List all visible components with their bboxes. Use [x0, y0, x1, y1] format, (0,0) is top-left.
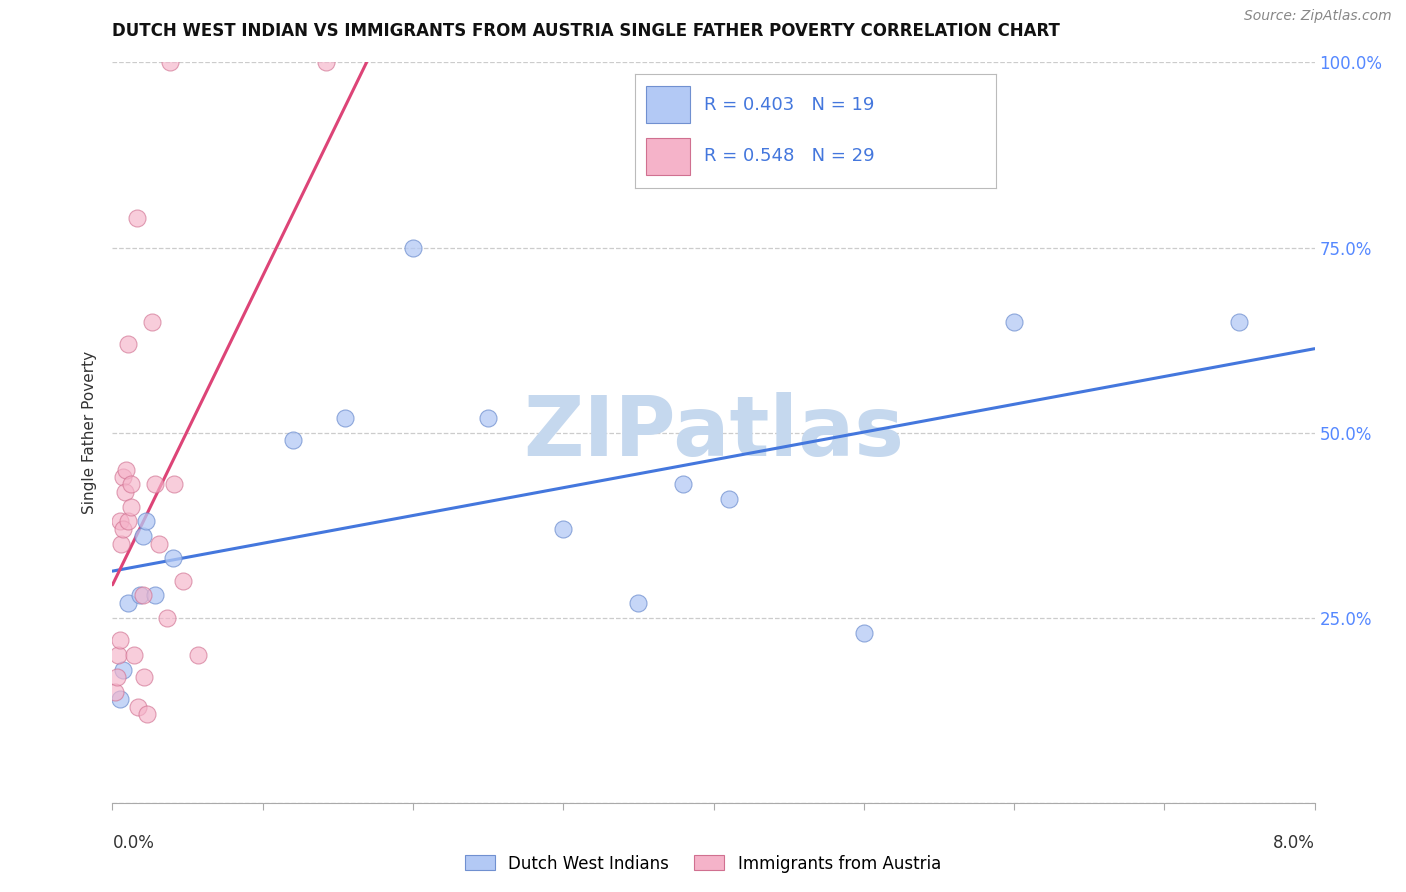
Point: [141, 315, 163, 329]
Point: [172, 574, 194, 588]
Legend: Dutch West Indians, Immigrants from Austria: Dutch West Indians, Immigrants from Aust…: [458, 848, 948, 880]
Point: [281, 433, 304, 447]
Text: ZIPatlas: ZIPatlas: [523, 392, 904, 473]
Point: [852, 625, 875, 640]
Point: [107, 648, 129, 662]
Point: [477, 410, 499, 425]
Text: 0.0%: 0.0%: [112, 834, 155, 852]
Point: [162, 551, 184, 566]
Point: [110, 537, 132, 551]
Point: [117, 336, 139, 351]
Point: [148, 537, 170, 551]
Point: [717, 492, 740, 507]
Point: [104, 685, 127, 699]
Point: [335, 410, 357, 425]
Text: Source: ZipAtlas.com: Source: ZipAtlas.com: [1244, 9, 1392, 23]
Point: [120, 477, 142, 491]
Text: DUTCH WEST INDIAN VS IMMIGRANTS FROM AUSTRIA SINGLE FATHER POVERTY CORRELATION C: DUTCH WEST INDIAN VS IMMIGRANTS FROM AUS…: [112, 22, 1060, 40]
Point: [115, 463, 138, 477]
Point: [122, 648, 145, 662]
Point: [131, 589, 153, 603]
Point: [627, 596, 650, 610]
Point: [672, 477, 695, 491]
Text: 8.0%: 8.0%: [1272, 834, 1315, 852]
Point: [131, 529, 153, 543]
Point: [132, 670, 155, 684]
Point: [111, 522, 134, 536]
Point: [163, 477, 186, 491]
Point: [125, 211, 148, 225]
Point: [117, 515, 139, 529]
Point: [402, 241, 425, 255]
Point: [553, 522, 575, 536]
Point: [117, 596, 139, 610]
Point: [108, 515, 131, 529]
Point: [155, 611, 177, 625]
Point: [108, 692, 131, 706]
Point: [111, 663, 134, 677]
Point: [143, 589, 166, 603]
Point: [120, 500, 142, 514]
Point: [187, 648, 209, 662]
Point: [159, 55, 181, 70]
Y-axis label: Single Father Poverty: Single Father Poverty: [82, 351, 97, 514]
Point: [136, 706, 159, 721]
Point: [1229, 315, 1251, 329]
Point: [128, 589, 150, 603]
Point: [108, 632, 131, 647]
Point: [127, 699, 149, 714]
Point: [143, 477, 166, 491]
Point: [105, 670, 128, 684]
Point: [1002, 315, 1025, 329]
Point: [111, 470, 134, 484]
Point: [315, 55, 337, 70]
Point: [135, 515, 157, 529]
Point: [114, 484, 136, 499]
